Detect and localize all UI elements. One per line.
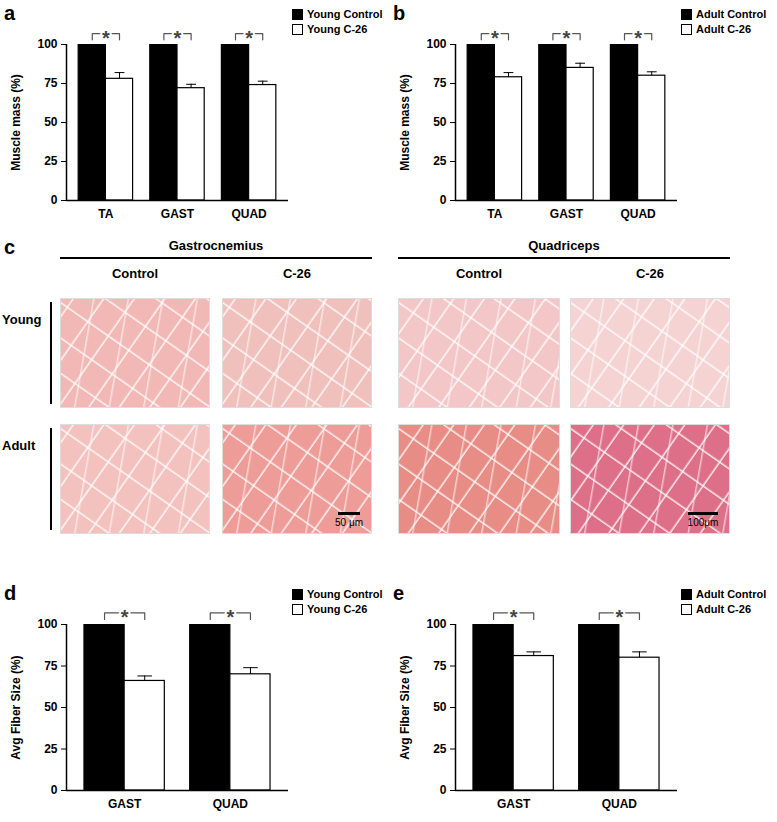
html-text:Control: Control xyxy=(455,266,503,281)
svg-text:0: 0 xyxy=(440,783,447,797)
svg-text:GAST: GAST xyxy=(550,207,584,221)
svg-text:100: 100 xyxy=(37,37,57,51)
svg-text:GAST: GAST xyxy=(161,207,195,221)
svg-text:0: 0 xyxy=(51,193,58,207)
svg-text:TA: TA xyxy=(98,207,113,221)
html-text:C-26: C-26 xyxy=(635,266,665,281)
svg-text:75: 75 xyxy=(44,659,58,673)
svg-text:*: * xyxy=(121,606,129,628)
html-text:50 μm: 50 μm xyxy=(335,517,363,528)
svg-text:75: 75 xyxy=(433,76,447,90)
svg-text:QUAD: QUAD xyxy=(231,207,267,221)
html-text:Quadriceps: Quadriceps xyxy=(528,238,600,253)
svg-text:50: 50 xyxy=(44,115,58,129)
svg-text:QUAD: QUAD xyxy=(602,797,638,811)
html-text:a: a xyxy=(4,2,16,24)
svg-text:Muscle mass (%): Muscle mass (%) xyxy=(9,74,23,171)
html-text:Young: Young xyxy=(2,312,42,327)
html-text:Adult C-26: Adult C-26 xyxy=(696,23,751,35)
html-text:e: e xyxy=(393,582,405,604)
html-text:b: b xyxy=(393,2,406,24)
svg-text:0: 0 xyxy=(440,193,447,207)
svg-text:50: 50 xyxy=(44,700,58,714)
svg-text:50: 50 xyxy=(433,115,447,129)
svg-text:100: 100 xyxy=(426,37,446,51)
html-text:c: c xyxy=(4,236,16,258)
svg-text:Avg Fiber Size (%): Avg Fiber Size (%) xyxy=(398,655,412,759)
html-text:Adult: Adult xyxy=(2,438,36,453)
svg-text:*: * xyxy=(174,27,182,49)
svg-text:25: 25 xyxy=(44,154,58,168)
svg-text:GAST: GAST xyxy=(497,797,531,811)
html-text:Young C-26: Young C-26 xyxy=(307,603,368,615)
html-text:Gastrocnemius: Gastrocnemius xyxy=(168,238,264,253)
html-text:Young Control: Young Control xyxy=(307,8,383,20)
svg-text:75: 75 xyxy=(44,76,58,90)
html-text:Adult C-26: Adult C-26 xyxy=(696,603,751,615)
svg-text:100: 100 xyxy=(426,617,446,631)
svg-text:Avg Fiber Size (%): Avg Fiber Size (%) xyxy=(9,655,23,759)
svg-text:QUAD: QUAD xyxy=(620,207,656,221)
svg-text:QUAD: QUAD xyxy=(213,797,249,811)
svg-text:*: * xyxy=(634,27,642,49)
svg-text:*: * xyxy=(102,27,110,49)
svg-text:*: * xyxy=(226,606,234,628)
html-text:Young Control: Young Control xyxy=(307,588,383,600)
svg-text:*: * xyxy=(491,27,499,49)
svg-text:50: 50 xyxy=(433,700,447,714)
svg-text:0: 0 xyxy=(51,783,58,797)
svg-text:GAST: GAST xyxy=(108,797,142,811)
svg-text:75: 75 xyxy=(433,659,447,673)
html-text:100μm: 100μm xyxy=(687,517,719,528)
svg-text:*: * xyxy=(615,606,623,628)
svg-text:25: 25 xyxy=(433,154,447,168)
html-text:Adult Control: Adult Control xyxy=(696,8,767,20)
svg-text:*: * xyxy=(563,27,571,49)
html-text:C-26: C-26 xyxy=(282,266,312,281)
svg-text:25: 25 xyxy=(44,742,58,756)
html-text:Young C-26: Young C-26 xyxy=(307,23,368,35)
svg-text:TA: TA xyxy=(487,207,502,221)
svg-text:*: * xyxy=(510,606,518,628)
html-text:Control: Control xyxy=(111,266,159,281)
svg-text:25: 25 xyxy=(433,742,447,756)
svg-text:100: 100 xyxy=(37,617,57,631)
svg-text:*: * xyxy=(245,27,253,49)
html-text:d: d xyxy=(4,582,17,604)
html-text:Adult Control: Adult Control xyxy=(696,588,767,600)
svg-text:Muscle mass (%): Muscle mass (%) xyxy=(398,74,412,171)
